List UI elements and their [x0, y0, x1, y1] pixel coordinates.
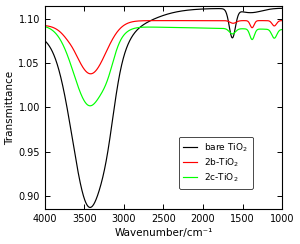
2b-TiO$_2$: [70, 45, 74, 48]
2c-TiO$_2$: [250, 38, 254, 41]
bare TiO$_2$: [144, 21, 148, 24]
bare TiO$_2$: [70, 134, 74, 137]
2b-TiO$_2$: [84, 70, 88, 73]
bare TiO$_2$: [88, 206, 92, 209]
Legend: bare TiO$_2$, 2b-TiO$_2$, 2c-TiO$_2$: bare TiO$_2$, 2b-TiO$_2$, 2c-TiO$_2$: [179, 137, 253, 189]
2b-TiO$_2$: [280, 19, 284, 22]
bare TiO$_2$: [43, 39, 46, 42]
2b-TiO$_2$: [144, 19, 148, 22]
2c-TiO$_2$: [276, 32, 279, 35]
2c-TiO$_2$: [70, 66, 74, 69]
2c-TiO$_2$: [144, 26, 148, 29]
2b-TiO$_2$: [250, 26, 254, 29]
bare TiO$_2$: [134, 30, 138, 33]
2c-TiO$_2$: [280, 28, 284, 31]
2c-TiO$_2$: [84, 102, 88, 105]
bare TiO$_2$: [250, 11, 254, 14]
2b-TiO$_2$: [276, 21, 280, 24]
Line: 2c-TiO$_2$: 2c-TiO$_2$: [45, 27, 282, 106]
Line: 2b-TiO$_2$: 2b-TiO$_2$: [45, 21, 282, 74]
2b-TiO$_2$: [134, 20, 138, 23]
bare TiO$_2$: [276, 7, 279, 10]
X-axis label: Wavenumber/cm⁻¹: Wavenumber/cm⁻¹: [114, 228, 213, 238]
2b-TiO$_2$: [43, 24, 46, 27]
2c-TiO$_2$: [134, 27, 138, 30]
2c-TiO$_2$: [43, 25, 46, 28]
bare TiO$_2$: [280, 7, 284, 10]
Y-axis label: Transmittance: Transmittance: [6, 71, 16, 144]
bare TiO$_2$: [84, 201, 88, 204]
2c-TiO$_2$: [88, 104, 92, 107]
2b-TiO$_2$: [208, 19, 211, 22]
2b-TiO$_2$: [89, 72, 92, 75]
Line: bare TiO$_2$: bare TiO$_2$: [45, 8, 282, 207]
